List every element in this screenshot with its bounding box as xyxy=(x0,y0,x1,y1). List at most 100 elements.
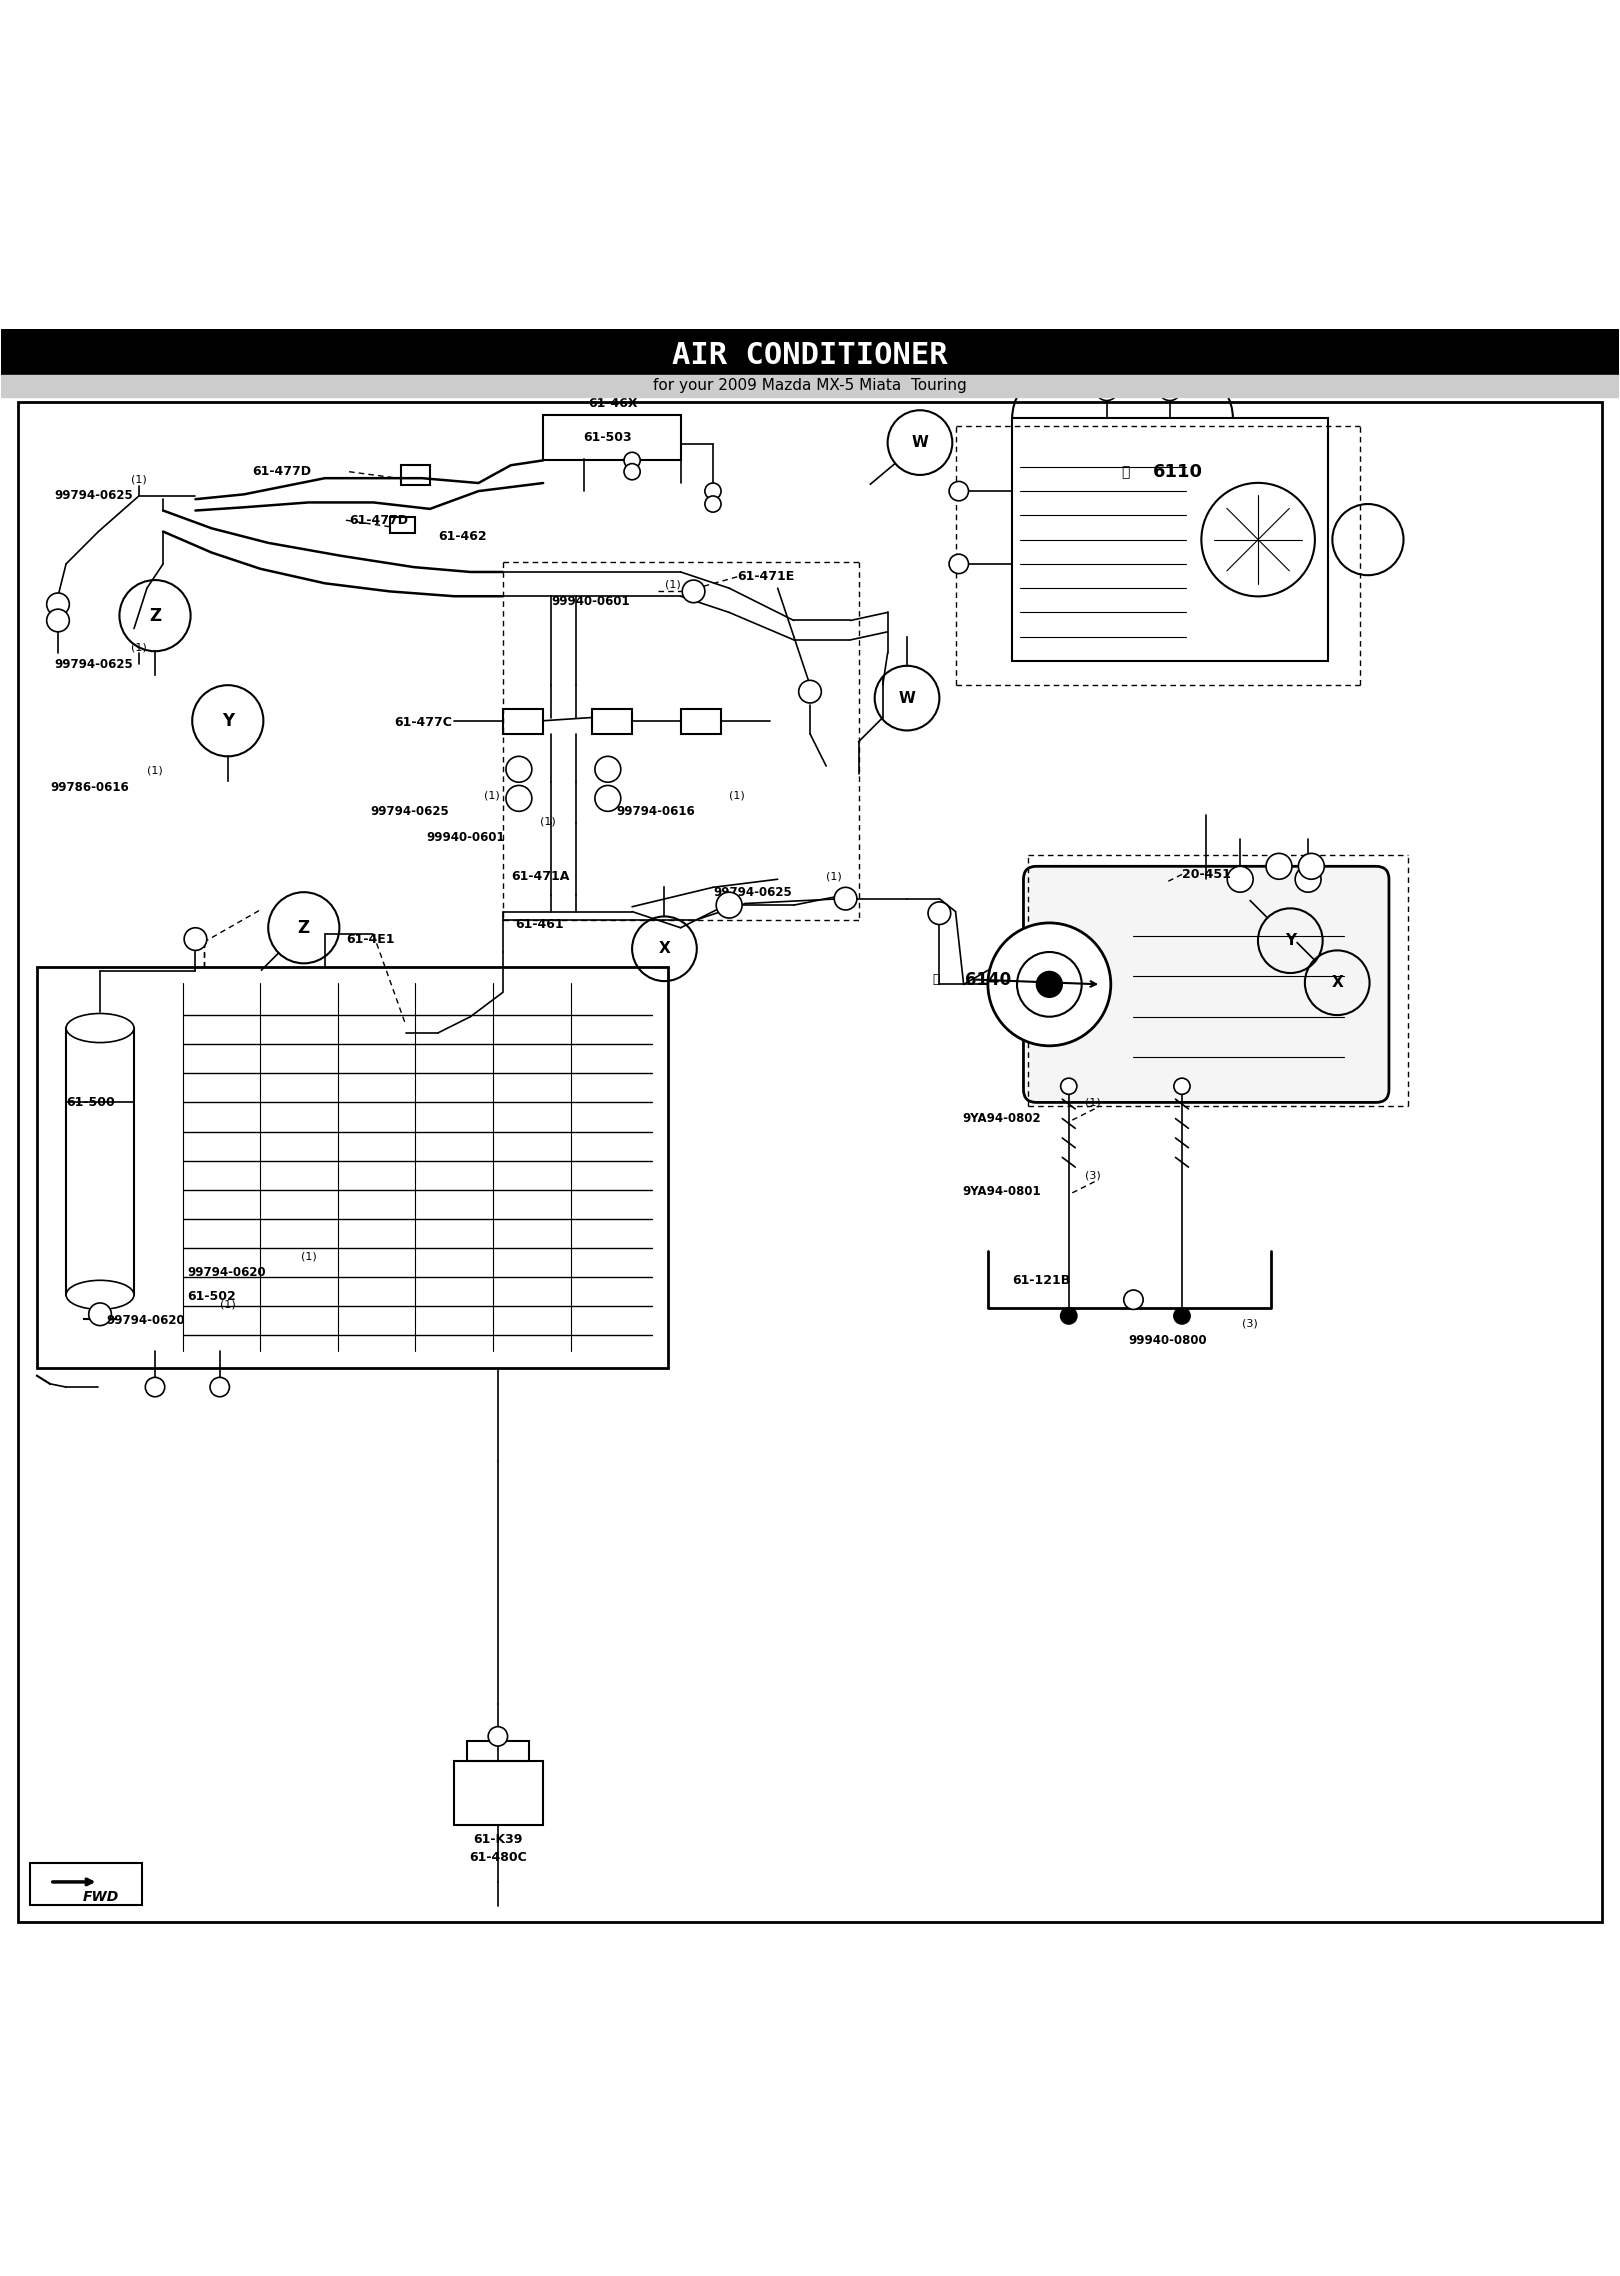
Text: Z: Z xyxy=(149,608,160,624)
Bar xyxy=(1012,419,1327,660)
Bar xyxy=(454,1762,543,1825)
Text: 61-477D: 61-477D xyxy=(348,514,408,526)
Text: 61-462: 61-462 xyxy=(437,530,486,544)
Text: 9YA94-0801: 9YA94-0801 xyxy=(962,1186,1040,1197)
Circle shape xyxy=(1228,867,1254,892)
Text: (3): (3) xyxy=(1243,1320,1257,1329)
Text: X: X xyxy=(1332,974,1343,990)
Circle shape xyxy=(682,580,705,603)
Bar xyxy=(400,464,429,485)
Bar xyxy=(467,1741,528,1762)
Text: W: W xyxy=(899,690,915,706)
Text: 61-121B: 61-121B xyxy=(1012,1275,1071,1286)
Bar xyxy=(2,330,1618,376)
Circle shape xyxy=(624,453,640,469)
Circle shape xyxy=(1158,378,1181,401)
Circle shape xyxy=(624,464,640,480)
Text: Y: Y xyxy=(1285,933,1296,949)
Circle shape xyxy=(928,901,951,924)
Circle shape xyxy=(1061,1309,1077,1325)
Text: 61-502: 61-502 xyxy=(188,1290,237,1302)
Bar xyxy=(502,710,543,733)
Circle shape xyxy=(1124,1290,1144,1309)
Text: 6140: 6140 xyxy=(966,970,1011,988)
Circle shape xyxy=(949,483,969,501)
Text: 99794-0625: 99794-0625 xyxy=(55,658,133,671)
Text: (1): (1) xyxy=(131,476,147,485)
Text: 99786-0616: 99786-0616 xyxy=(50,781,128,794)
Circle shape xyxy=(47,594,70,615)
Bar xyxy=(37,967,667,1368)
Circle shape xyxy=(595,756,620,783)
Text: (3): (3) xyxy=(1085,1170,1102,1181)
Circle shape xyxy=(1267,854,1291,879)
Circle shape xyxy=(949,553,969,574)
Circle shape xyxy=(1174,1309,1191,1325)
Circle shape xyxy=(1037,972,1063,997)
Text: (1): (1) xyxy=(539,817,556,826)
Circle shape xyxy=(47,610,70,633)
Text: Z: Z xyxy=(298,920,309,938)
Text: 99794-0625: 99794-0625 xyxy=(713,885,792,899)
Bar xyxy=(591,710,632,733)
Ellipse shape xyxy=(66,1013,134,1042)
Text: 9YA94-0802: 9YA94-0802 xyxy=(962,1113,1040,1124)
Text: 99794-0616: 99794-0616 xyxy=(616,806,695,817)
Text: AIR CONDITIONER: AIR CONDITIONER xyxy=(672,341,948,369)
Text: (1): (1) xyxy=(220,1300,235,1309)
Text: 61-461: 61-461 xyxy=(515,917,564,931)
Text: (1): (1) xyxy=(301,1252,316,1261)
Bar xyxy=(543,414,680,460)
Circle shape xyxy=(716,892,742,917)
Bar xyxy=(2,376,1618,398)
Text: 61-471A: 61-471A xyxy=(510,869,569,883)
Text: (1): (1) xyxy=(131,644,147,653)
Text: 99940-0601: 99940-0601 xyxy=(426,831,505,844)
Circle shape xyxy=(1298,854,1324,879)
Circle shape xyxy=(1174,1079,1191,1095)
Text: 61-500: 61-500 xyxy=(66,1097,115,1108)
Circle shape xyxy=(705,483,721,498)
Text: 61-K39: 61-K39 xyxy=(473,1834,523,1846)
Text: (1): (1) xyxy=(483,790,499,801)
Circle shape xyxy=(1095,378,1118,401)
Text: 99794-0625: 99794-0625 xyxy=(55,489,133,503)
Text: (1): (1) xyxy=(1085,1097,1102,1108)
Text: 6110: 6110 xyxy=(1153,462,1204,480)
Circle shape xyxy=(834,888,857,910)
Bar xyxy=(680,710,721,733)
Text: 20-451: 20-451 xyxy=(1183,867,1231,881)
Text: 61-4E1: 61-4E1 xyxy=(345,933,394,945)
Ellipse shape xyxy=(66,1281,134,1309)
Circle shape xyxy=(89,1302,112,1325)
Text: (1): (1) xyxy=(664,580,680,589)
Text: W: W xyxy=(912,435,928,451)
Text: 📷: 📷 xyxy=(933,974,940,986)
FancyBboxPatch shape xyxy=(1024,867,1388,1102)
Circle shape xyxy=(146,1377,165,1397)
Circle shape xyxy=(595,785,620,810)
Circle shape xyxy=(988,922,1111,1045)
Circle shape xyxy=(505,756,531,783)
Circle shape xyxy=(211,1377,230,1397)
Circle shape xyxy=(488,1727,507,1746)
Text: 61-477D: 61-477D xyxy=(253,464,311,478)
Text: 61-503: 61-503 xyxy=(583,430,632,444)
Text: 📷: 📷 xyxy=(1121,464,1129,478)
Text: 99794-0625: 99794-0625 xyxy=(369,806,449,817)
Bar xyxy=(389,517,415,533)
Text: (1): (1) xyxy=(826,872,842,881)
Bar xyxy=(66,1029,134,1295)
Circle shape xyxy=(705,496,721,512)
Text: 61-477C: 61-477C xyxy=(394,717,452,728)
Text: FWD: FWD xyxy=(83,1889,118,1905)
Text: for your 2009 Mazda MX-5 Miata  Touring: for your 2009 Mazda MX-5 Miata Touring xyxy=(653,378,967,394)
Circle shape xyxy=(1061,1079,1077,1095)
Circle shape xyxy=(1294,867,1320,892)
Text: 99794-0620: 99794-0620 xyxy=(107,1313,185,1327)
Text: Y: Y xyxy=(222,712,233,731)
Text: X: X xyxy=(659,942,671,956)
Text: 99940-0800: 99940-0800 xyxy=(1129,1334,1207,1347)
Circle shape xyxy=(505,785,531,810)
Text: 99940-0601: 99940-0601 xyxy=(551,594,630,608)
